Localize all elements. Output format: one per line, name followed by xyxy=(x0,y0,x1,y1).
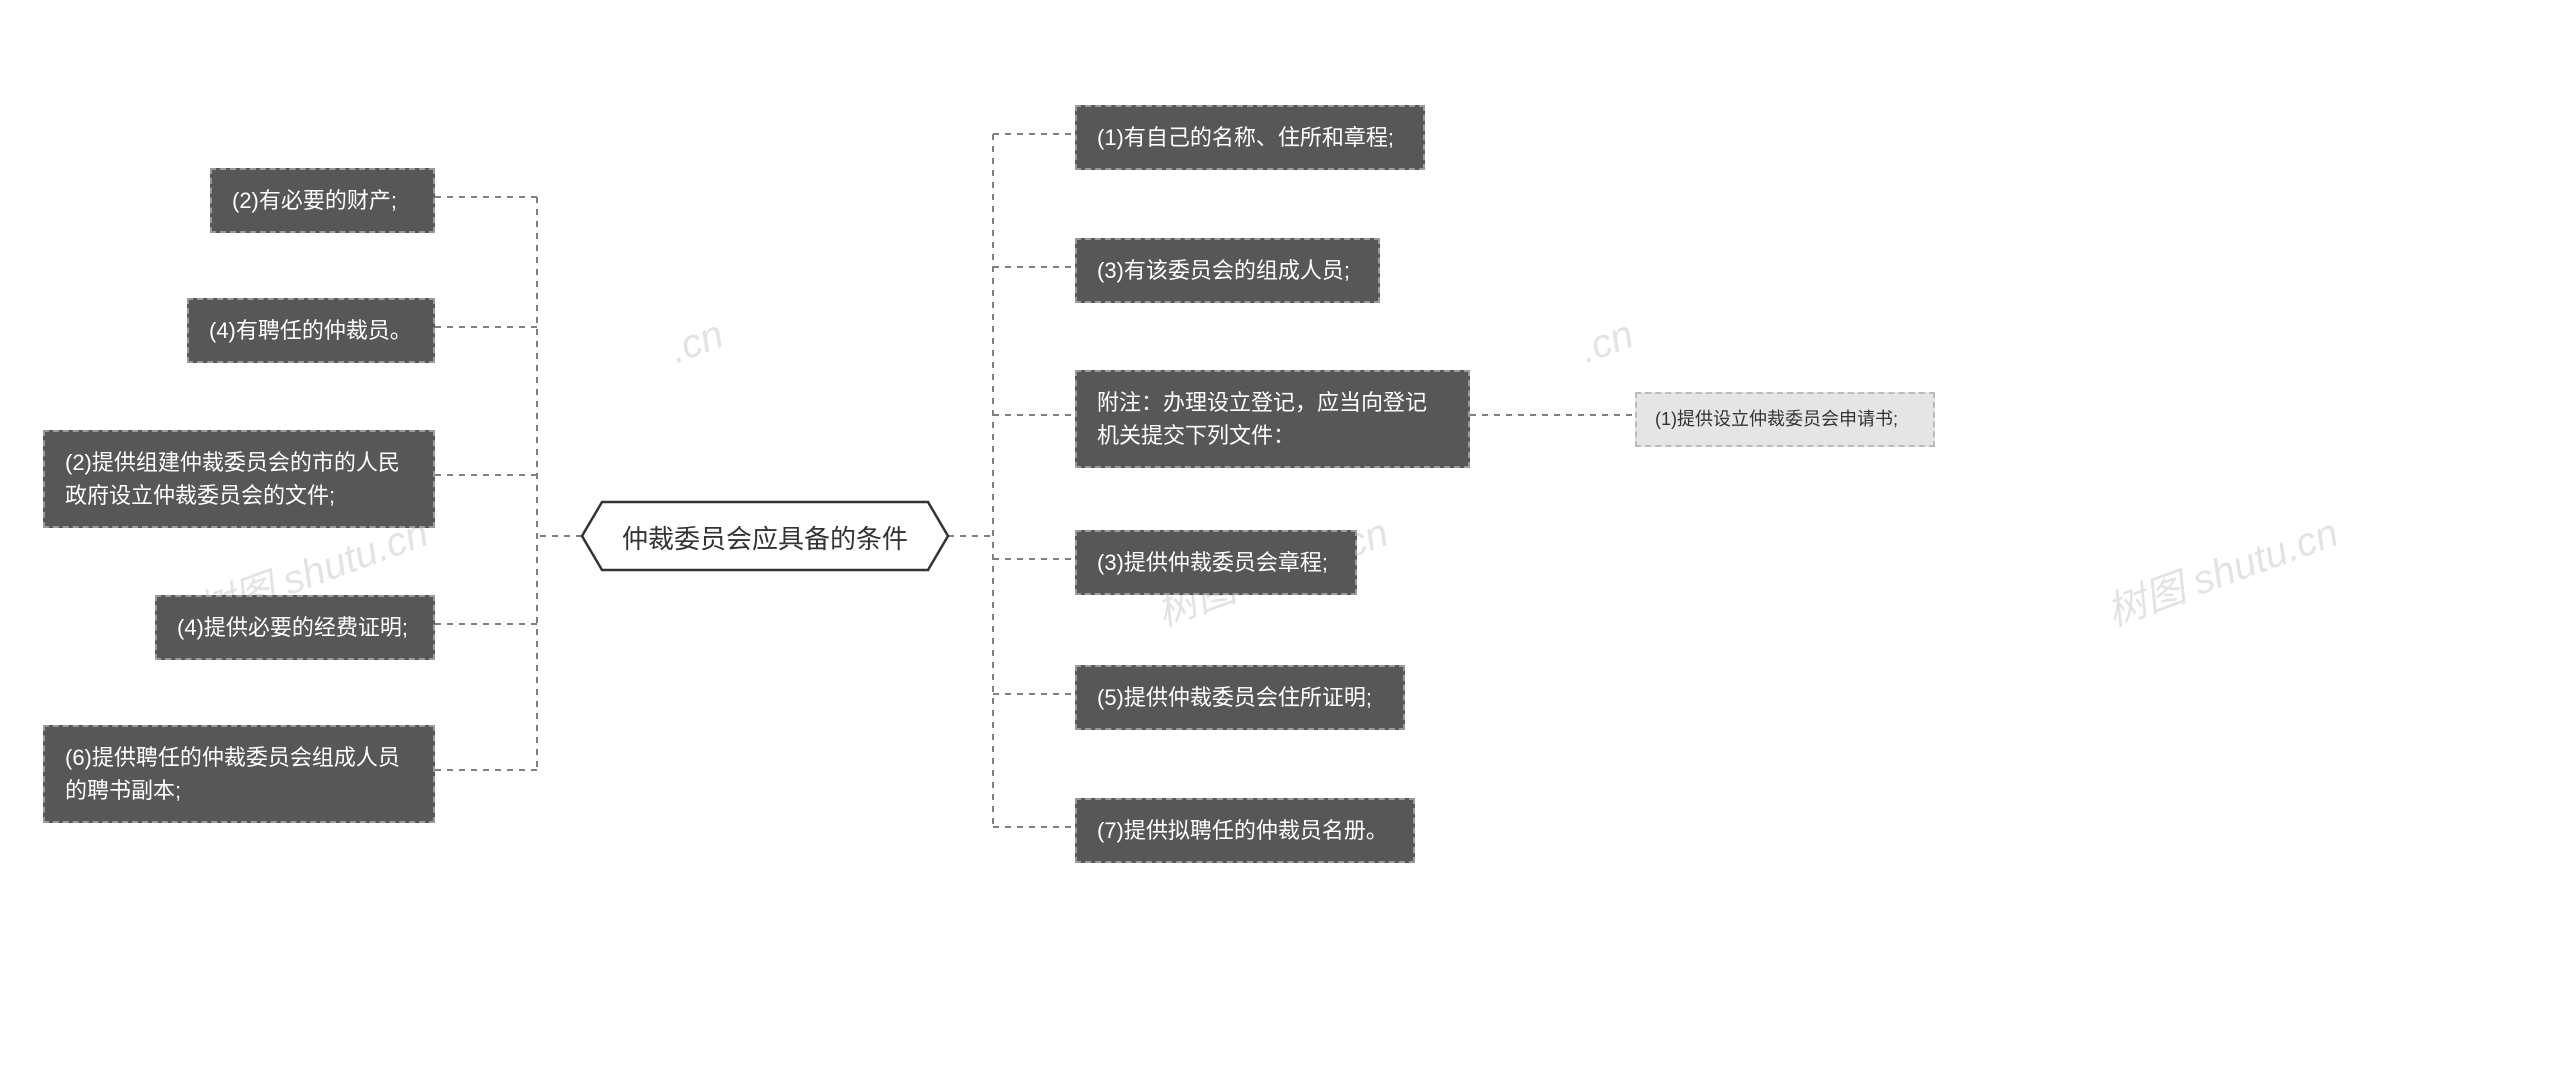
mindmap-node-r5: (5)提供仲裁委员会住所证明; xyxy=(1075,665,1405,730)
mindmap-node-l5: (6)提供聘任的仲裁委员会组成人员的聘书副本; xyxy=(43,725,435,823)
watermark: 树图 shutu.cn xyxy=(2097,500,2345,637)
mindmap-node-sub1: (1)提供设立仲裁委员会申请书; xyxy=(1635,392,1935,447)
mindmap-node-l1: (2)有必要的财产; xyxy=(210,168,435,233)
mindmap-node-r3: 附注：办理设立登记，应当向登记机关提交下列文件： xyxy=(1075,370,1470,468)
mindmap-node-r4: (3)提供仲裁委员会章程; xyxy=(1075,530,1357,595)
mindmap-node-l2: (4)有聘任的仲裁员。 xyxy=(187,298,435,363)
watermark: .cn xyxy=(664,312,730,373)
center-node-text: 仲裁委员会应具备的条件 xyxy=(580,519,950,556)
watermark: .cn xyxy=(1574,312,1640,373)
mindmap-node-l4: (4)提供必要的经费证明; xyxy=(155,595,435,660)
mindmap-node-r1: (1)有自己的名称、住所和章程; xyxy=(1075,105,1425,170)
mindmap-node-l3: (2)提供组建仲裁委员会的市的人民政府设立仲裁委员会的文件; xyxy=(43,430,435,528)
mindmap-node-r2: (3)有该委员会的组成人员; xyxy=(1075,238,1380,303)
mindmap-node-r6: (7)提供拟聘任的仲裁员名册。 xyxy=(1075,798,1415,863)
center-node: 仲裁委员会应具备的条件 xyxy=(580,500,950,572)
